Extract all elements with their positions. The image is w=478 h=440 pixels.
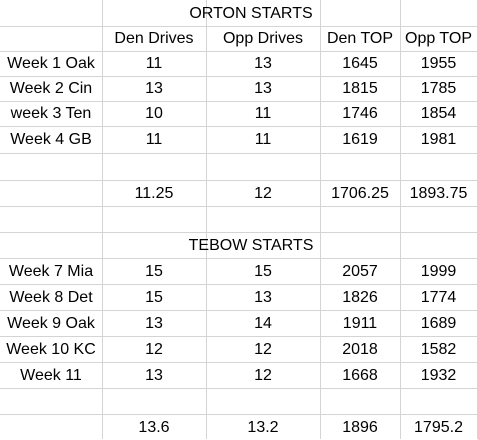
- row-divider: [0, 153, 478, 154]
- cell-opp-drives: 11: [254, 131, 272, 148]
- column-divider: [102, 0, 103, 439]
- cell-opp-top: 1774: [420, 289, 457, 306]
- cell-den-drives: 11: [145, 131, 163, 148]
- row-divider: [0, 310, 478, 311]
- cell-opp-drives: 13: [254, 55, 272, 72]
- cell-opp-drives: 11: [254, 105, 272, 122]
- row-label: Week 2 Cin: [9, 80, 93, 97]
- cell-opp-drives: 12: [254, 367, 272, 384]
- cell-opp-top: 1689: [420, 315, 457, 332]
- cell-den-top: 1668: [342, 367, 378, 384]
- cell-den-drives: 13: [145, 367, 163, 384]
- cell-opp-top: 1932: [420, 367, 457, 384]
- cell-opp-top: 1785: [420, 80, 457, 97]
- cell-den-top: 1826: [342, 289, 378, 306]
- column-divider: [320, 0, 321, 439]
- cell-opp-top: 1999: [420, 263, 457, 280]
- cell-den-drives: 15: [145, 289, 163, 306]
- cell-opp-top: 1955: [420, 55, 457, 72]
- row-divider: [0, 336, 478, 337]
- row-divider: [0, 232, 478, 233]
- row-divider: [0, 362, 478, 363]
- row-label: Week 11: [20, 367, 82, 384]
- cell-den-drives: 15: [145, 263, 163, 280]
- average-den-top: 1896: [342, 419, 378, 436]
- average-opp-top: 1795.2: [414, 419, 463, 436]
- cell-opp-drives: 12: [254, 341, 272, 358]
- cell-den-top: 2018: [342, 341, 378, 358]
- cell-opp-drives: 14: [254, 315, 272, 332]
- cell-den-drives: 12: [145, 341, 163, 358]
- cell-den-drives: 13: [145, 80, 163, 97]
- row-divider: [0, 388, 478, 389]
- row-divider: [0, 76, 478, 77]
- cell-den-top: 1815: [342, 80, 378, 97]
- header-opp-drives: Opp Drives: [222, 30, 304, 47]
- cell-opp-top: 1981: [420, 131, 457, 148]
- cell-den-top: 1911: [342, 315, 378, 332]
- header-den-top: Den TOP: [326, 30, 394, 47]
- cell-den-drives: 13: [145, 315, 163, 332]
- row-divider: [0, 126, 478, 127]
- row-divider: [0, 51, 478, 52]
- header-den-drives: Den Drives: [114, 30, 194, 47]
- cell-opp-drives: 15: [254, 263, 272, 280]
- cell-den-drives: 11: [145, 55, 163, 72]
- tebow-section-heading: TEBOW STARTS: [188, 237, 314, 254]
- cell-opp-top: 1854: [420, 105, 457, 122]
- row-label: Week 7 Mia: [8, 263, 94, 280]
- average-den-drives: 11.25: [134, 185, 174, 202]
- average-opp-drives: 13.2: [247, 419, 279, 436]
- cell-den-top: 2057: [342, 263, 378, 280]
- row-label: week 3 Ten: [10, 105, 92, 122]
- row-label: Week 10 KC: [6, 341, 96, 358]
- average-opp-top: 1893.75: [409, 185, 468, 202]
- column-divider: [400, 0, 401, 439]
- cell-den-top: 1619: [342, 131, 378, 148]
- row-divider: [0, 180, 478, 181]
- row-label: Week 4 GB: [10, 131, 92, 148]
- row-divider: [0, 258, 478, 259]
- cell-opp-drives: 13: [254, 80, 272, 97]
- row-label: Week 8 Det: [9, 289, 93, 306]
- row-divider: [0, 284, 478, 285]
- row-divider: [0, 101, 478, 102]
- cell-den-top: 1645: [342, 55, 378, 72]
- orton-section-heading: ORTON STARTS: [189, 5, 313, 22]
- row-divider: [0, 206, 478, 207]
- average-opp-drives: 12: [254, 185, 272, 202]
- row-label: Week 1 Oak: [7, 55, 95, 72]
- header-opp-top: Opp TOP: [405, 30, 472, 47]
- cell-opp-drives: 13: [254, 289, 272, 306]
- row-divider: [0, 26, 478, 27]
- cell-den-drives: 10: [145, 105, 163, 122]
- average-den-drives: 13.6: [138, 419, 170, 436]
- column-divider: [206, 0, 207, 439]
- cell-den-top: 1746: [342, 105, 378, 122]
- row-label: Week 9 Oak: [7, 315, 95, 332]
- row-divider: [0, 414, 478, 415]
- cell-opp-top: 1582: [420, 341, 457, 358]
- average-den-top: 1706.25: [331, 185, 389, 202]
